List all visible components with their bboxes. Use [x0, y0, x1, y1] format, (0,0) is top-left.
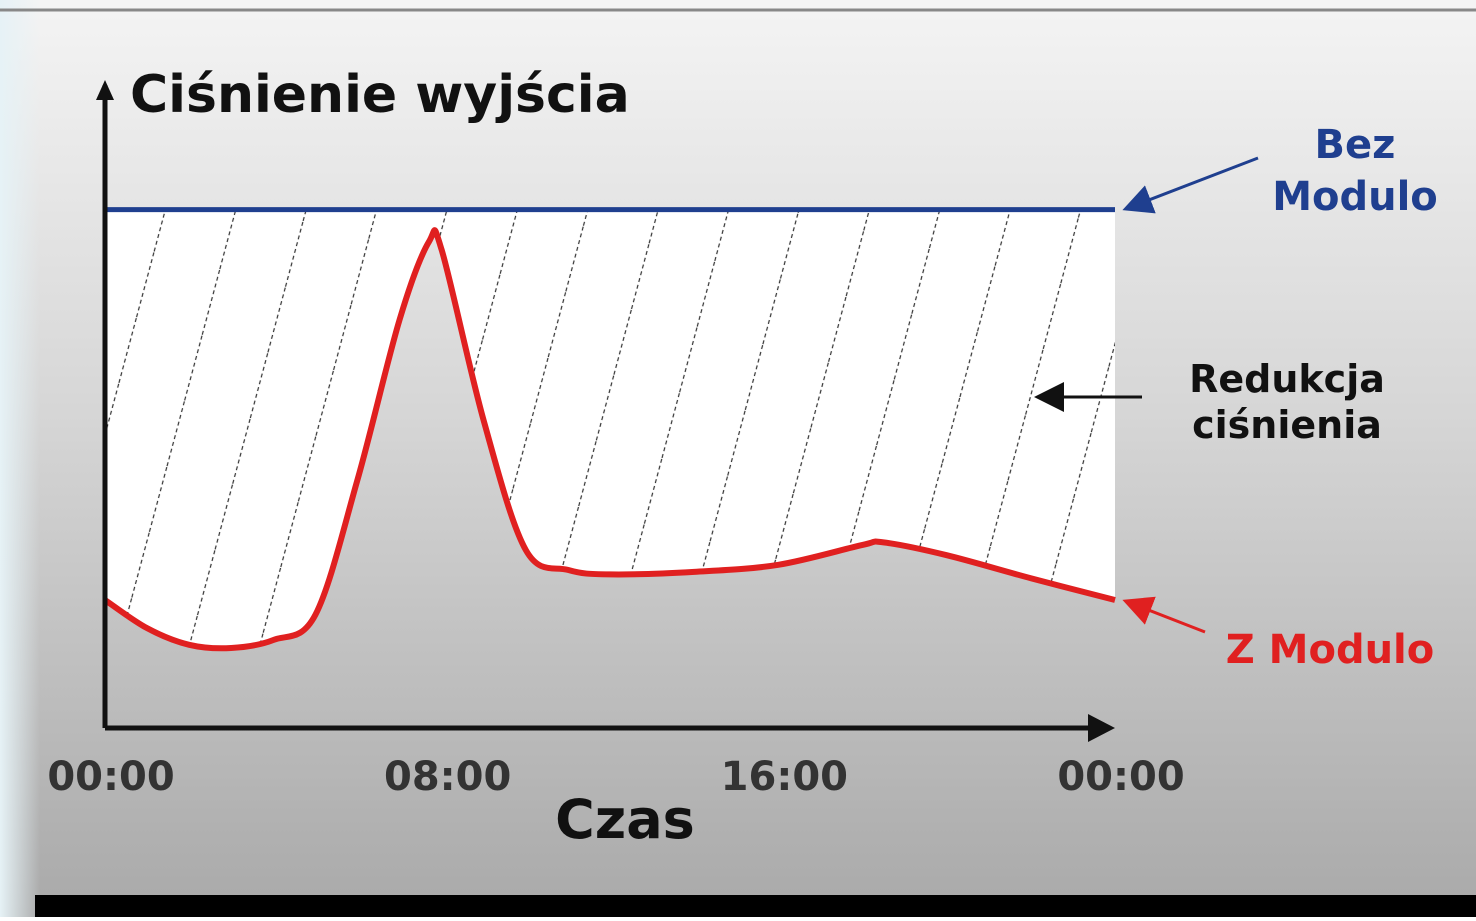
arrow-z — [1122, 596, 1206, 634]
annotation: Redukcja ciśnienia — [1189, 357, 1385, 447]
arrow-bez — [1122, 156, 1259, 214]
bottom-bar — [35, 895, 1476, 917]
series-line — [103, 227, 1116, 652]
x-tick-label: 00:00 — [47, 754, 174, 800]
series-label: Z Modulo — [1226, 627, 1435, 673]
y-axis-label: Ciśnienie wyjścia — [130, 65, 630, 125]
series-label: Bez Modulo — [1272, 122, 1438, 220]
plot — [103, 207, 1116, 652]
x-arrow — [1088, 714, 1115, 742]
edge — [0, 0, 40, 917]
x-tick-label: 08:00 — [384, 754, 511, 800]
x-tick-label: 16:00 — [721, 754, 848, 800]
x-tick-label: 00:00 — [1057, 754, 1184, 800]
y-arrow — [96, 80, 114, 100]
reduction-area — [105, 209, 1115, 649]
x-axis-label: Czas — [555, 788, 695, 851]
